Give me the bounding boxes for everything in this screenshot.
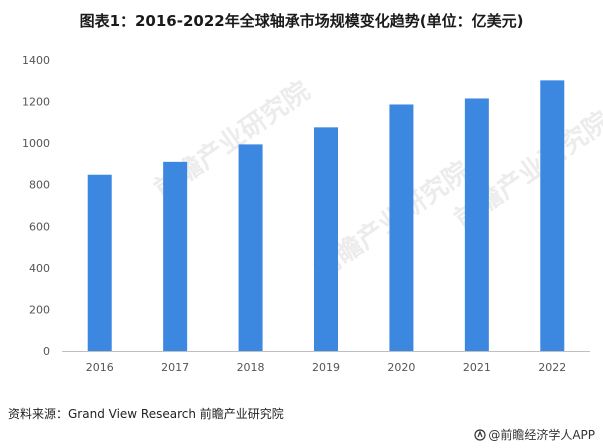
bar-2017: [163, 161, 188, 351]
brand-logo-icon: [474, 428, 486, 441]
brand-text: @前瞻经济学人APP: [488, 428, 595, 442]
bar-2021: [464, 98, 489, 351]
x-tick-label: 2019: [312, 361, 340, 374]
y-tick-label: 1400: [22, 54, 50, 67]
chart-title: 图表1：2016-2022年全球轴承市场规模变化趋势(单位：亿美元): [79, 12, 524, 30]
bar-2019: [314, 127, 338, 352]
x-tick-label: 2018: [237, 361, 265, 374]
x-tick-label: 2020: [387, 361, 415, 374]
y-tick-label: 1200: [22, 96, 50, 109]
y-tick-label: 0: [43, 345, 50, 358]
bar-2020: [389, 104, 414, 351]
brand-footer: @前瞻经济学人APP: [474, 426, 595, 443]
y-tick-label: 200: [29, 303, 50, 316]
source-note: 资料来源：Grand View Research 前瞻产业研究院: [8, 407, 284, 421]
bar-2018: [238, 144, 263, 351]
x-tick-label: 2022: [538, 361, 566, 374]
bar-2016: [87, 174, 112, 351]
x-tick-label: 2017: [161, 361, 189, 374]
y-tick-label: 1000: [22, 137, 50, 150]
y-tick-label: 800: [29, 179, 50, 192]
y-tick-label: 600: [29, 220, 50, 233]
x-tick-label: 2021: [463, 361, 491, 374]
y-tick-label: 400: [29, 262, 50, 275]
x-tick-label: 2016: [86, 361, 114, 374]
bar-2022: [540, 80, 565, 352]
